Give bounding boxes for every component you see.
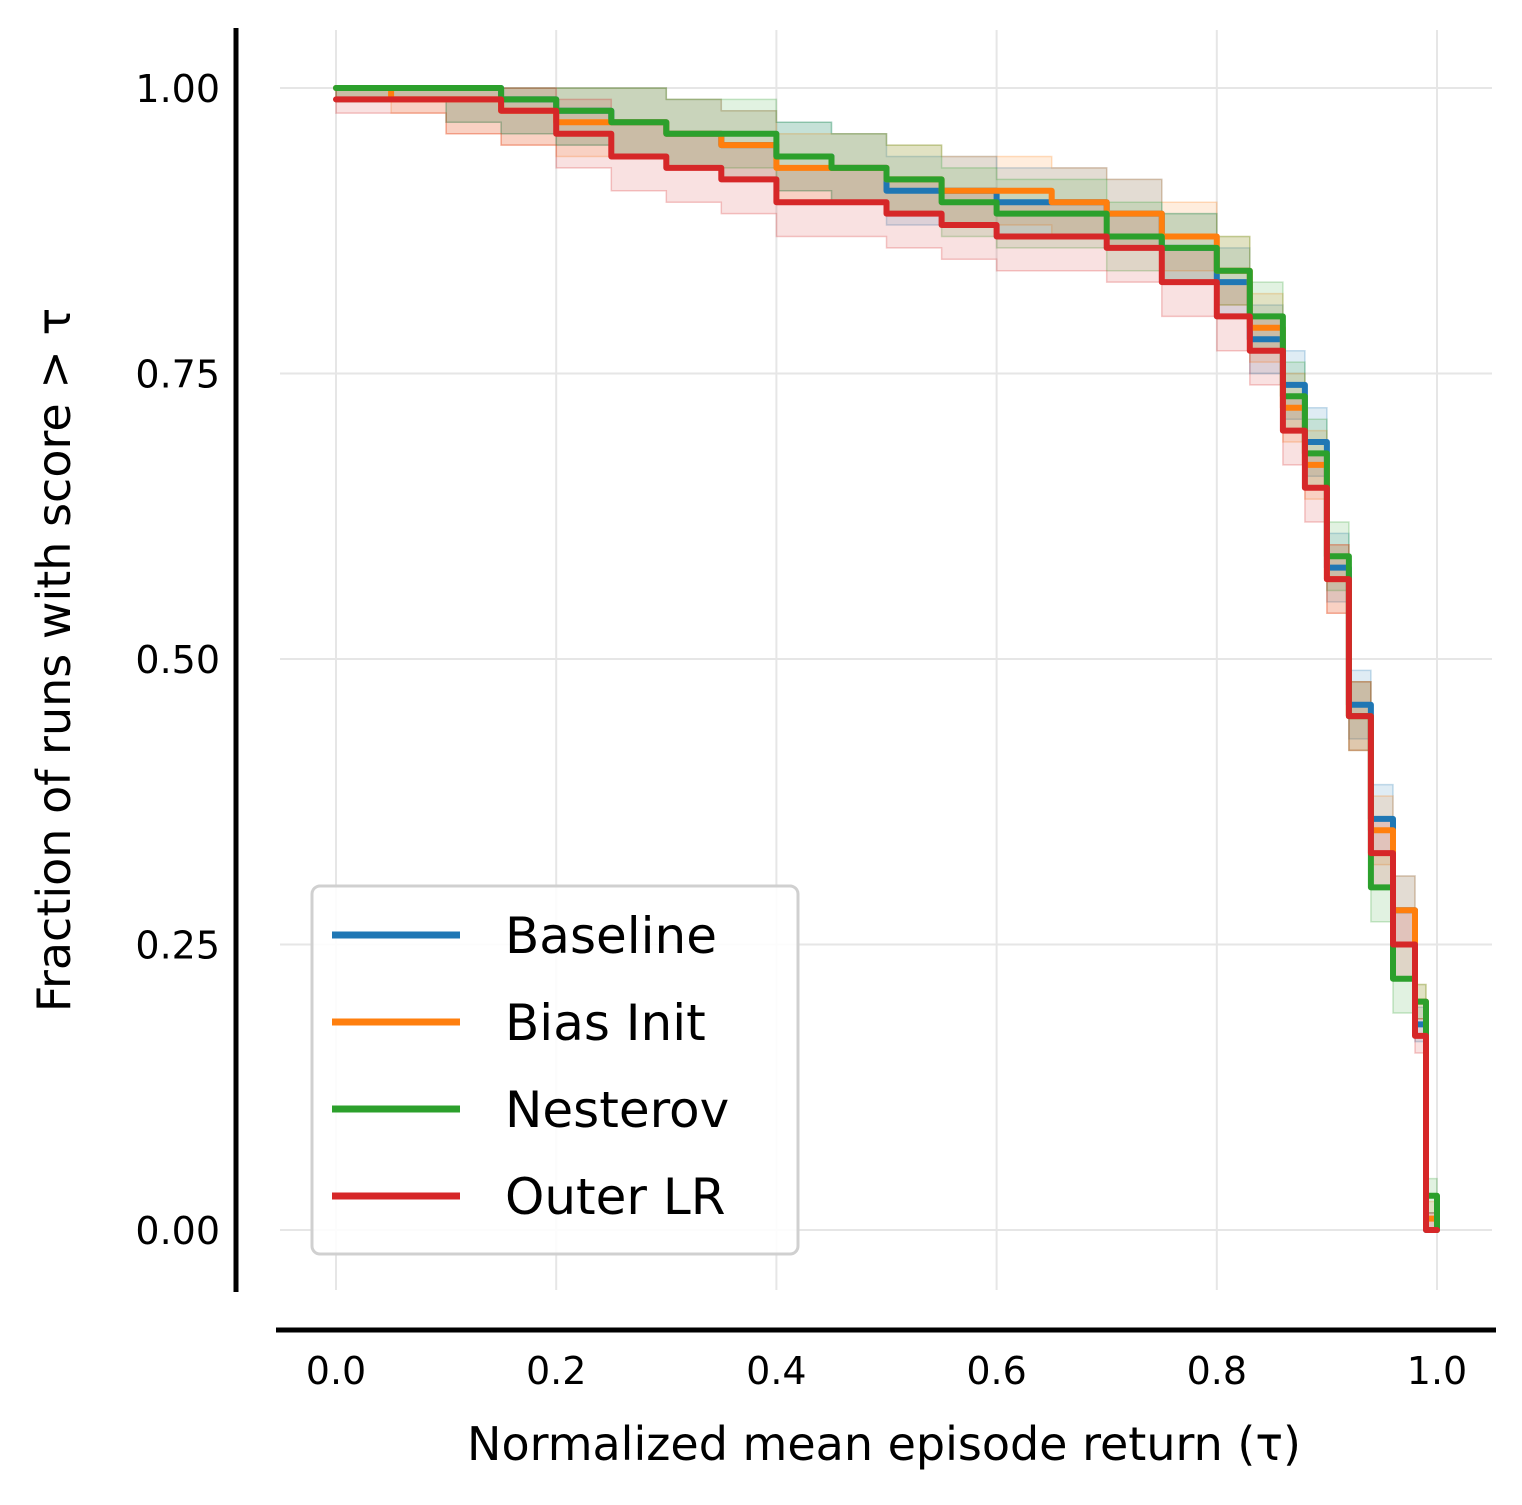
- x-tick-label: 1.0: [1407, 1349, 1467, 1393]
- legend-frame: [310, 884, 800, 1256]
- legend-label: Baseline: [505, 907, 717, 965]
- y-tick-label: 0.50: [135, 638, 220, 682]
- x-tick-label: 0.0: [306, 1349, 366, 1393]
- y-tick-label: 0.00: [135, 1209, 220, 1253]
- y-axis-title: Fraction of runs with score > τ: [27, 308, 81, 1012]
- legend-label: Bias Init: [505, 994, 706, 1052]
- legend: Baseline Bias Init Nesterov Outer LR: [310, 884, 800, 1256]
- x-tick-label: 0.4: [746, 1349, 806, 1393]
- x-tick-label: 0.6: [966, 1349, 1026, 1393]
- x-axis-title: Normalized mean episode return (τ): [467, 1417, 1301, 1471]
- y-tick-label: 0.75: [135, 353, 220, 397]
- legend-label: Outer LR: [505, 1168, 725, 1226]
- legend-label: Nesterov: [505, 1081, 729, 1139]
- series-line-outer-lr: [333, 96, 1440, 1233]
- y-tick-label: 0.25: [135, 924, 220, 968]
- x-tick-labels: 0.0 0.2 0.4 0.6 0.8 1.0: [306, 1349, 1467, 1393]
- x-tick-label: 0.8: [1187, 1349, 1247, 1393]
- series-lines: [333, 85, 1440, 1233]
- y-tick-labels: 0.00 0.25 0.50 0.75 1.00: [135, 67, 220, 1253]
- y-tick-label: 1.00: [135, 67, 220, 111]
- x-tick-label: 0.2: [526, 1349, 586, 1393]
